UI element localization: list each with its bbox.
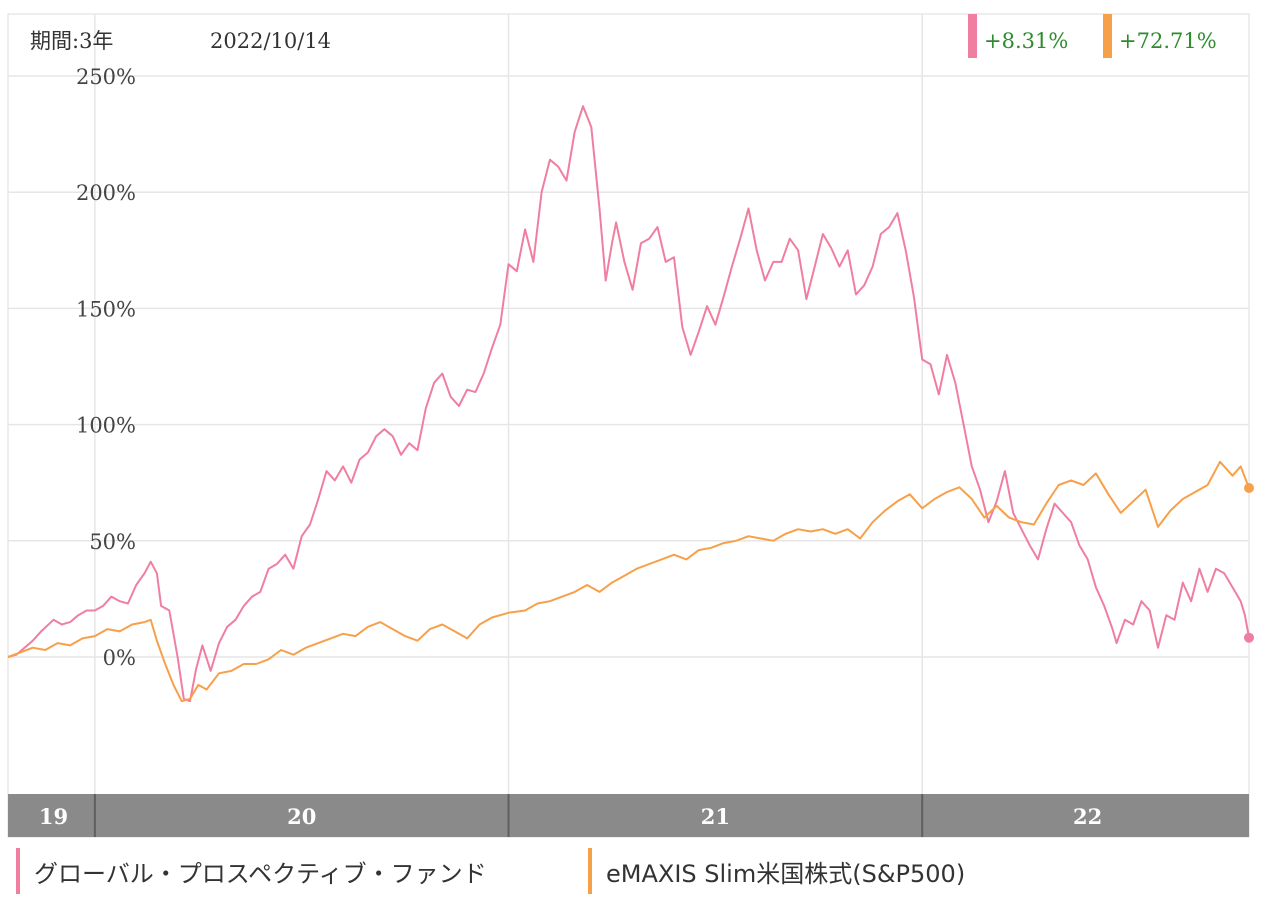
x-tick-label: 19	[39, 804, 68, 829]
legend-item-sp500: eMAXIS Slim米国株式(S&P500)	[588, 848, 965, 894]
y-tick-label: 0%	[103, 646, 136, 670]
legend-item-fund: グローバル・プロスペクティブ・ファンド	[16, 848, 487, 894]
return-swatch-0	[968, 14, 977, 58]
series-line-1	[7, 460, 1250, 703]
legend-label-fund: グローバル・プロスペクティブ・ファンド	[34, 859, 487, 888]
legend-swatch-sp500	[588, 848, 592, 894]
plot-frame	[7, 13, 1250, 838]
x-tick-label: 22	[1073, 804, 1102, 829]
performance-chart: 0% 50% 100% 150% 200% 250% 19 20 21 22 期間:3年 202…	[7, 13, 1254, 838]
legend-swatch-fund	[16, 848, 20, 894]
chart-header: 期間:3年 2022/10/14	[30, 29, 331, 53]
y-tick-label: 250%	[76, 65, 136, 89]
legend: グローバル・プロスペクティブ・ファンド eMAXIS Slim米国株式(S&P5…	[0, 842, 1269, 903]
y-tick-label: 200%	[76, 181, 136, 205]
series-end-point-1	[1244, 483, 1254, 494]
x-tick-label: 20	[287, 804, 316, 829]
return-value-1: +72.71%	[1119, 29, 1217, 53]
series-line-0	[7, 105, 1250, 703]
x-axis-band-bg	[8, 794, 1249, 837]
series-layer	[7, 105, 1254, 703]
y-axis-labels: 0% 50% 100% 150% 200% 250%	[76, 65, 136, 670]
date-label: 2022/10/14	[210, 29, 331, 53]
return-value-0: +8.31%	[984, 29, 1068, 53]
grid-layer	[8, 14, 1249, 794]
series-end-point-0	[1244, 632, 1254, 643]
final-returns: +8.31% +72.71%	[968, 14, 1217, 58]
period-label: 期間:3年	[30, 29, 113, 53]
return-swatch-1	[1103, 14, 1112, 58]
y-tick-label: 100%	[76, 414, 136, 438]
y-tick-label: 50%	[89, 530, 136, 554]
x-tick-label: 21	[701, 804, 730, 829]
y-tick-label: 150%	[76, 297, 136, 321]
x-axis-band: 19 20 21 22	[8, 794, 1249, 837]
legend-label-sp500: eMAXIS Slim米国株式(S&P500)	[606, 859, 966, 888]
